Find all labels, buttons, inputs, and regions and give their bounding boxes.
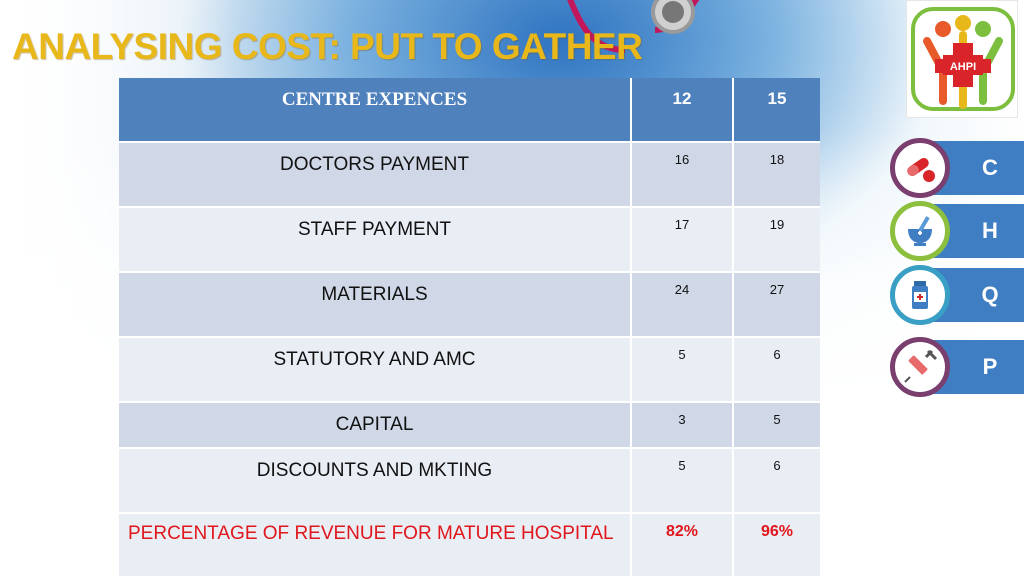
nav-item-h[interactable]: H <box>890 201 1024 261</box>
row-value-a: 5 <box>632 338 734 403</box>
row-value-b: 27 <box>734 273 820 338</box>
row-value-b: 18 <box>734 143 820 208</box>
row-label: CAPITAL <box>119 403 632 449</box>
footer-value-b: 96% <box>734 514 820 576</box>
row-value-b: 6 <box>734 449 820 514</box>
logo: AHPI <box>906 0 1018 118</box>
nav-icon-circle <box>890 265 950 325</box>
nav-item-q[interactable]: Q <box>890 265 1024 325</box>
pills-icon <box>907 157 935 182</box>
mortar-pestle-icon <box>908 216 932 246</box>
row-label: DOCTORS PAYMENT <box>119 143 632 208</box>
row-value-b: 19 <box>734 208 820 273</box>
row-value-a: 17 <box>632 208 734 273</box>
cost-table: CENTRE EXPENCES 12 15 DOCTORS PAYMENT 16… <box>119 78 820 576</box>
table-row: STAFF PAYMENT 17 19 <box>119 208 820 273</box>
table-row: MATERIALS 24 27 <box>119 273 820 338</box>
nav-item-c[interactable]: C <box>890 138 1024 198</box>
header-col-b: 15 <box>734 78 820 143</box>
table-footer-row: PERCENTAGE OF REVENUE FOR MATURE HOSPITA… <box>119 514 820 576</box>
syringe-icon <box>904 349 938 383</box>
row-label: MATERIALS <box>119 273 632 338</box>
page-title: ANALYSING COST: PUT TO GATHER <box>12 26 643 67</box>
stethoscope-icon <box>567 0 700 53</box>
ahpi-logo-icon: AHPI <box>911 7 1015 111</box>
footer-label: PERCENTAGE OF REVENUE FOR MATURE HOSPITA… <box>119 514 632 576</box>
row-value-b: 6 <box>734 338 820 403</box>
row-value-a: 16 <box>632 143 734 208</box>
nav-icon-circle <box>890 201 950 261</box>
row-value-b: 5 <box>734 403 820 449</box>
row-value-a: 5 <box>632 449 734 514</box>
row-value-a: 3 <box>632 403 734 449</box>
header-col-a: 12 <box>632 78 734 143</box>
nav-icon-circle <box>890 337 950 397</box>
table-header-row: CENTRE EXPENCES 12 15 <box>119 78 820 143</box>
nav-icon-circle <box>890 138 950 198</box>
row-value-a: 24 <box>632 273 734 338</box>
table-row: STATUTORY AND AMC 5 6 <box>119 338 820 403</box>
table-row: DISCOUNTS AND MKTING 5 6 <box>119 449 820 514</box>
table-row: DOCTORS PAYMENT 16 18 <box>119 143 820 208</box>
row-label: DISCOUNTS AND MKTING <box>119 449 632 514</box>
table-row: CAPITAL 3 5 <box>119 403 820 449</box>
header-label: CENTRE EXPENCES <box>119 78 632 143</box>
footer-value-a: 82% <box>632 514 734 576</box>
logo-text: AHPI <box>950 61 976 73</box>
row-label: STAFF PAYMENT <box>119 208 632 273</box>
nav-item-p[interactable]: P <box>890 337 1024 397</box>
row-label: STATUTORY AND AMC <box>119 338 632 403</box>
medicine-bottle-icon <box>912 281 928 309</box>
